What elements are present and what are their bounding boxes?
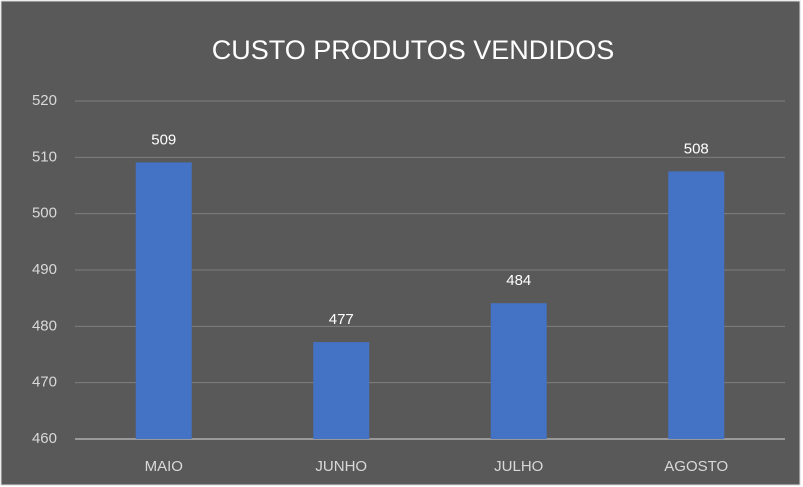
y-tick-label: 460 bbox=[32, 430, 57, 447]
y-tick-label: 520 bbox=[32, 92, 57, 109]
x-tick-label: JUNHO bbox=[315, 458, 367, 475]
bar bbox=[668, 171, 725, 439]
chart-title: CUSTO PRODUTOS VENDIDOS bbox=[212, 35, 615, 65]
y-tick-label: 500 bbox=[32, 205, 57, 222]
data-label: 508 bbox=[684, 140, 709, 157]
bar bbox=[490, 303, 547, 439]
x-tick-label: MAIO bbox=[145, 458, 183, 475]
y-tick-label: 470 bbox=[32, 374, 57, 391]
data-label: 484 bbox=[506, 272, 531, 289]
data-label: 509 bbox=[151, 131, 176, 148]
bar bbox=[313, 342, 370, 439]
x-tick-label: AGOSTO bbox=[664, 458, 728, 475]
y-tick-label: 510 bbox=[32, 148, 57, 165]
bar bbox=[135, 162, 192, 440]
y-tick-label: 480 bbox=[32, 317, 57, 334]
x-tick-label: JULHO bbox=[494, 458, 543, 475]
y-tick-label: 490 bbox=[32, 261, 57, 278]
data-label: 477 bbox=[329, 311, 354, 328]
